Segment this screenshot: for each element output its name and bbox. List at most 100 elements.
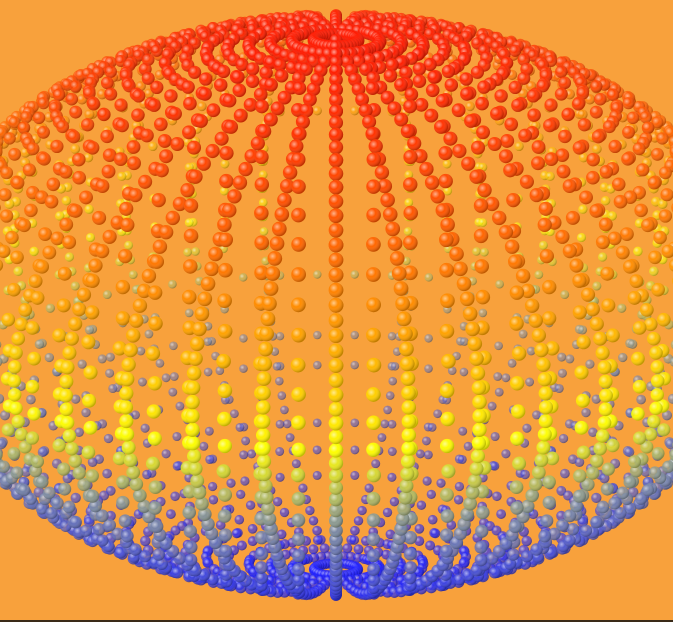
sphere-dot-shading bbox=[423, 450, 433, 460]
sphere-dot-shading bbox=[661, 410, 673, 421]
sphere-dot-shading bbox=[626, 111, 640, 125]
sphere-dot-shading bbox=[230, 409, 239, 419]
sphere-dot-shading bbox=[416, 500, 427, 510]
sphere-dot-shading bbox=[554, 383, 564, 394]
sphere-dot-shading bbox=[84, 325, 94, 335]
sphere-dot-shading bbox=[312, 535, 323, 545]
sphere-dot-shading bbox=[8, 116, 21, 129]
sphere-dot-shading bbox=[241, 436, 251, 446]
sphere-dot-shading bbox=[35, 475, 49, 489]
sphere-dot-shading bbox=[61, 195, 72, 206]
sphere-dot-shading bbox=[494, 341, 503, 351]
sphere-dot-shading bbox=[501, 449, 511, 459]
sphere-dot-shading bbox=[648, 466, 662, 479]
sphere-dot-shading bbox=[275, 447, 285, 456]
sphere-dot-shading bbox=[117, 171, 127, 182]
sphere-dot-shading bbox=[357, 505, 367, 516]
sphere-dot-shading bbox=[172, 431, 182, 442]
sphere-dot-shading bbox=[509, 44, 522, 57]
sphere-dot-shading bbox=[20, 466, 32, 477]
sphere-dot-shading bbox=[37, 97, 50, 110]
sphere-dot-shading bbox=[62, 473, 73, 484]
sphere-dot-shading bbox=[656, 132, 669, 145]
sphere-dot-shading bbox=[10, 466, 24, 479]
sphere-dot-shading bbox=[102, 290, 112, 300]
sphere-dot-shading bbox=[238, 273, 248, 282]
sphere-dot-shading bbox=[633, 246, 643, 257]
sphere-dot-shading bbox=[312, 525, 322, 536]
sphere-dot-shading bbox=[538, 529, 552, 543]
sphere-dot-shading bbox=[577, 109, 588, 120]
sphere-dot-shading bbox=[555, 65, 568, 78]
sphere-dots bbox=[0, 9, 673, 601]
sphere-dot-shading bbox=[226, 478, 236, 488]
sphere-dot-shading bbox=[103, 433, 114, 444]
sphere-dot-shading bbox=[574, 457, 585, 468]
sphere-dot-shading bbox=[152, 548, 165, 561]
sphere-dot-shading bbox=[669, 357, 673, 367]
sphere-dot-shading bbox=[197, 101, 207, 112]
sphere-dot-shading bbox=[442, 395, 452, 405]
sphere-dot-shading bbox=[521, 535, 532, 547]
sphere-dot-shading bbox=[404, 198, 414, 207]
sphere-dot-shading bbox=[240, 476, 250, 486]
sphere-dot-shading bbox=[184, 553, 198, 567]
sphere-dot-shading bbox=[600, 195, 611, 206]
sphere-dot-shading bbox=[651, 446, 665, 460]
sphere-dot-shading bbox=[458, 426, 468, 436]
sphere-dot-shading bbox=[465, 101, 475, 112]
sphere-dot-shading bbox=[55, 211, 65, 221]
sphere-dot-shading bbox=[13, 266, 23, 277]
sphere-dot-shading bbox=[166, 509, 176, 519]
sphere-dot-shading bbox=[578, 152, 589, 163]
sphere-dot-shading bbox=[62, 500, 76, 514]
sphere-dot-shading bbox=[422, 476, 432, 486]
sphere-dot-shading bbox=[608, 496, 621, 510]
sphere-dot-shading bbox=[383, 405, 392, 415]
sphere-dot-shading bbox=[349, 535, 360, 545]
sphere-dot-shading bbox=[71, 394, 81, 404]
sphere-dot-shading bbox=[84, 204, 94, 214]
sphere-dot-shading bbox=[205, 454, 215, 465]
sphere-dot-shading bbox=[636, 394, 646, 405]
sphere-dot-shading bbox=[667, 393, 673, 404]
sphere-dot-shading bbox=[522, 423, 532, 433]
sphere-dot-shading bbox=[534, 270, 544, 280]
sphere-dot-shading bbox=[234, 514, 245, 525]
sphere-dot-shading bbox=[579, 524, 593, 537]
sphere-dot-shading bbox=[0, 393, 5, 404]
sphere-dot-shading bbox=[387, 472, 397, 482]
sphere-dot-shading bbox=[313, 330, 322, 340]
sphere-dot-shading bbox=[371, 459, 381, 469]
sphere-dot-shading bbox=[85, 232, 96, 243]
sphere-dot-shading bbox=[526, 346, 536, 356]
sphere-dot-shading bbox=[488, 566, 501, 579]
sphere-dot-shading bbox=[592, 281, 602, 291]
sphere-dot-shading bbox=[87, 457, 98, 468]
sphere-dot-shading bbox=[148, 141, 158, 152]
sphere-dot-shading bbox=[591, 394, 601, 404]
sphere-dot-shading bbox=[421, 436, 431, 446]
sphere-dot-shading bbox=[350, 418, 360, 428]
sphere-dot-shading bbox=[279, 507, 290, 518]
sphere-dot-shading bbox=[618, 352, 628, 363]
sphere-dot-shading bbox=[622, 125, 635, 139]
sphere-dot-shading bbox=[282, 419, 292, 429]
sphere-dot-shading bbox=[507, 548, 520, 561]
sphere-dot-shading bbox=[69, 80, 82, 93]
sphere-dot-shading bbox=[312, 106, 322, 116]
sphere-dot-shading bbox=[29, 246, 39, 257]
sphere-dot-shading bbox=[291, 562, 305, 576]
sphere-dot-shading bbox=[108, 383, 118, 394]
sphere-dot-shading bbox=[4, 199, 15, 209]
sphere-dot-shading bbox=[657, 199, 668, 209]
sphere-dot-shading bbox=[496, 509, 506, 519]
sphere-dot-shading bbox=[377, 433, 387, 442]
sphere-dot-shading bbox=[44, 352, 54, 363]
sphere-dot-shading bbox=[20, 111, 33, 124]
sphere-dot-shading bbox=[220, 159, 230, 169]
sphere-dot-shading bbox=[557, 368, 567, 378]
sphere-dot-shading bbox=[208, 495, 219, 505]
sphere-dot-shading bbox=[665, 438, 673, 450]
sphere-dot-shading bbox=[42, 486, 56, 500]
